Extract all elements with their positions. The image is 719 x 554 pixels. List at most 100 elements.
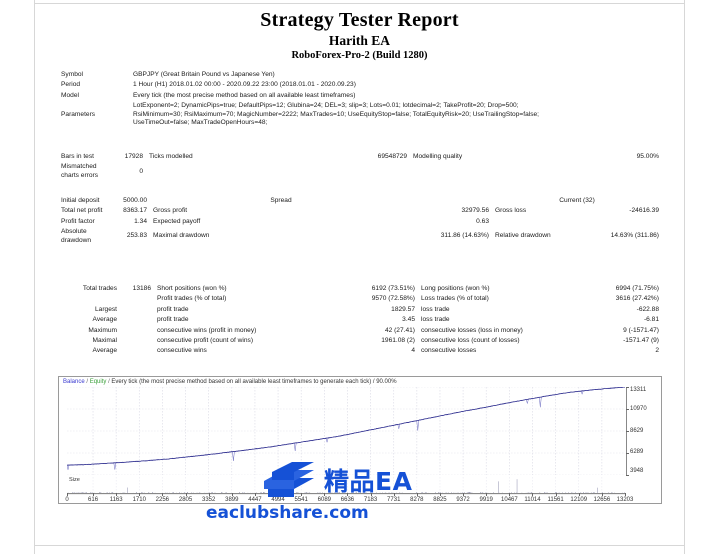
- chart-y-axis: 13311 10970 8629 6289 3948: [626, 387, 661, 476]
- spread-value: [412, 196, 492, 206]
- legend-description: Every tick (the most precise method base…: [111, 379, 397, 385]
- x-tick-mark: [324, 493, 326, 496]
- parameters-line-3: UseTimeOut=false; MaxTradeOpenHours=48;: [133, 119, 268, 127]
- x-tick-mark: [254, 493, 256, 496]
- absolute-drawdown-value: 253.83: [126, 232, 147, 240]
- x-tick-label: 11561: [547, 497, 564, 503]
- table-row: Initial deposit 5000.00 Spread Current (…: [58, 196, 662, 206]
- x-tick-label: 1163: [109, 497, 123, 503]
- y-tick-mark: [626, 431, 629, 432]
- modelling-table: Bars in test 17928 Ticks modelled 695487…: [58, 152, 662, 181]
- size-label: Size: [69, 477, 80, 483]
- average-profit-trade-value: 3.45: [402, 316, 415, 324]
- page-title: Strategy Tester Report: [260, 9, 459, 31]
- y-tick-mark: [626, 452, 629, 454]
- model-value: Every tick (the most precise method base…: [133, 91, 356, 99]
- y-tick-label: 6289: [630, 449, 644, 456]
- total-net-profit-label: Total net profit: [61, 207, 103, 215]
- parameters-label: Parameters: [61, 110, 96, 118]
- long-positions-label: Long positions (won %): [421, 285, 490, 292]
- x-tick-label: 2256: [155, 497, 170, 503]
- largest-profit-trade-value: 1829.57: [391, 305, 415, 313]
- x-tick-mark: [231, 493, 233, 496]
- short-positions-value: 6192 (73.51%): [371, 285, 415, 292]
- initial-deposit-label: Initial deposit: [61, 197, 100, 204]
- maximum-value: [120, 326, 154, 336]
- x-tick-mark: [532, 493, 534, 496]
- gross-profit-value: 32979.56: [461, 207, 489, 215]
- average-consecutive-wins-value: 4: [411, 347, 415, 355]
- gross-loss-cell: Gross loss -24616.39: [492, 206, 662, 216]
- x-tick-label: 9919: [479, 497, 493, 503]
- average-loss-trade-value: -6.81: [643, 316, 659, 324]
- x-tick-mark: [416, 493, 418, 496]
- balance-equity-chart: Balance / Equity / Every tick (the most …: [58, 376, 662, 504]
- table-row: Profit factor 1.34 Expected payoff 0.63: [58, 217, 662, 227]
- x-tick-mark: [67, 493, 68, 496]
- largest-profit-trade-label: profit trade: [157, 305, 189, 313]
- symbol-label: Symbol: [61, 71, 83, 78]
- x-tick-label: 4447: [248, 497, 262, 503]
- x-tick-mark: [439, 493, 441, 496]
- largest-label: Largest: [95, 305, 117, 313]
- relative-drawdown-cell: Relative drawdown 14.63% (311.86): [492, 227, 662, 246]
- ticks-modelled-label: Ticks modelled: [149, 153, 193, 160]
- x-tick-mark: [601, 493, 603, 496]
- x-tick-label: 11014: [524, 497, 541, 503]
- spread-current-label: Current (32): [559, 197, 595, 204]
- x-tick-mark: [486, 493, 488, 496]
- x-tick-mark: [185, 493, 187, 496]
- maximal-value: [120, 336, 154, 346]
- table-row: Largest profit trade 1829.57 loss trade …: [58, 305, 662, 315]
- table-row: Total net profit 8363.17 Gross profit 32…: [58, 206, 662, 216]
- period-label: Period: [61, 81, 81, 89]
- x-axis-line: [67, 493, 625, 494]
- ea-name: Harith EA: [328, 33, 391, 48]
- gross-loss-value: -24616.39: [629, 207, 659, 215]
- x-tick-mark: [509, 493, 511, 496]
- chart-plot-area: [67, 387, 625, 475]
- largest-loss-trade-label: loss trade: [421, 305, 450, 313]
- x-tick-label: 6636: [340, 497, 355, 503]
- x-tick-label: 7183: [363, 497, 378, 503]
- table-row: Bars in test 17928 Ticks modelled 695487…: [58, 152, 662, 162]
- x-tick-label: 616: [88, 497, 99, 503]
- report-header: Strategy Tester Report Harith EA RoboFor…: [34, 8, 685, 63]
- average-loss-trade-label: loss trade: [421, 316, 450, 324]
- x-tick-mark: [139, 493, 141, 496]
- x-tick-label: 9372: [456, 497, 470, 503]
- maximal-consecutive-loss-label: consecutive loss (count of losses): [421, 337, 520, 345]
- symbol-value: GBPJPY (Great Britain Pound vs Japanese …: [133, 71, 275, 78]
- x-tick-mark: [116, 493, 118, 496]
- maximal-consecutive-profit-value: 1961.08 (2): [381, 337, 415, 345]
- modelling-quality-label: Modelling quality: [413, 153, 463, 160]
- profit-factor-value: 1.34: [134, 217, 147, 225]
- table-row: Model Every tick (the most precise metho…: [58, 91, 662, 101]
- header-info-table: Symbol GBPJPY (Great Britain Pound vs Ja…: [58, 70, 662, 128]
- chart-svg: [67, 387, 625, 475]
- x-tick-mark: [393, 493, 395, 496]
- y-tick-label: 8629: [630, 427, 644, 434]
- average-profit-trade-label: profit trade: [157, 316, 189, 324]
- maximal-consecutive-profit-label: consecutive profit (count of wins): [157, 337, 254, 345]
- profit-factor-label: Profit factor: [61, 217, 95, 225]
- table-row: Profit trades (% of total) 9570 (72.58%)…: [58, 294, 662, 304]
- page-frame-bottom: [34, 545, 685, 546]
- bars-in-test-label: Bars in test: [61, 153, 94, 160]
- x-tick-mark: [208, 493, 210, 496]
- y-tick-label: 13311: [630, 387, 647, 393]
- total-trades-value: 13186: [132, 285, 151, 292]
- average-value: [120, 315, 154, 325]
- x-tick-mark: [301, 493, 303, 496]
- loss-trades-label: Loss trades (% of total): [421, 295, 489, 303]
- chart-legend: Balance / Equity / Every tick (the most …: [63, 378, 397, 386]
- x-tick-label: 2805: [178, 497, 193, 503]
- x-tick-label: 0: [65, 497, 69, 503]
- table-row: Average profit trade 3.45 loss trade -6.…: [58, 315, 662, 325]
- legend-balance: Balance: [63, 379, 85, 385]
- mismatched-charts-errors-value: 0: [139, 167, 143, 175]
- y-tick-label: 3948: [630, 468, 644, 474]
- row2-value: [120, 294, 154, 304]
- average-label: Average: [92, 316, 117, 324]
- largest-value: [120, 305, 154, 315]
